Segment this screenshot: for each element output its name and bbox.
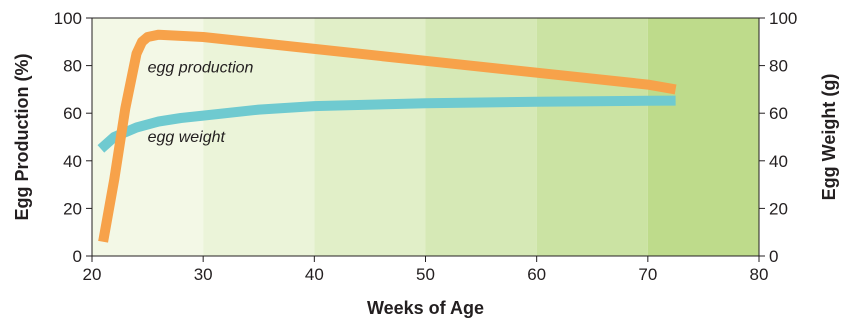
right-y-tick-label: 60 [769, 104, 788, 123]
series-line-egg-weight [97, 95, 676, 153]
background-bands [92, 18, 759, 256]
left-y-tick-label: 60 [63, 104, 82, 123]
left-y-tick-label: 100 [54, 9, 82, 28]
x-tick-label: 30 [194, 265, 213, 284]
x-tick-label: 80 [750, 265, 769, 284]
left-y-tick-label: 20 [63, 199, 82, 218]
x-tick-label: 50 [416, 265, 435, 284]
background-band-3 [425, 18, 537, 256]
x-tick-label: 20 [83, 265, 102, 284]
left-y-tick-label: 0 [73, 247, 82, 266]
x-tick-label: 40 [305, 265, 324, 284]
x-tick-label: 60 [527, 265, 546, 284]
x-tick-label: 70 [638, 265, 657, 284]
right-y-axis-title: Egg Weight (g) [819, 74, 839, 201]
left-y-axis-title: Egg Production (%) [12, 54, 32, 221]
background-band-1 [203, 18, 315, 256]
series-label-egg-production: egg production [148, 60, 254, 77]
x-axis-title: Weeks of Age [367, 298, 484, 318]
background-band-4 [536, 18, 648, 256]
left-y-tick-label: 40 [63, 152, 82, 171]
right-y-tick-label: 40 [769, 152, 788, 171]
right-y-tick-label: 20 [769, 199, 788, 218]
right-y-tick-label: 100 [769, 9, 797, 28]
left-y-tick-label: 80 [63, 57, 82, 76]
series-label-egg-weight: egg weight [148, 129, 226, 146]
right-y-tick-label: 0 [769, 247, 778, 266]
series-lines [97, 29, 677, 243]
series-line-egg-production [98, 29, 677, 243]
series-labels: egg production egg weight [148, 60, 254, 146]
background-band-5 [647, 18, 759, 256]
right-y-tick-label: 80 [769, 57, 788, 76]
